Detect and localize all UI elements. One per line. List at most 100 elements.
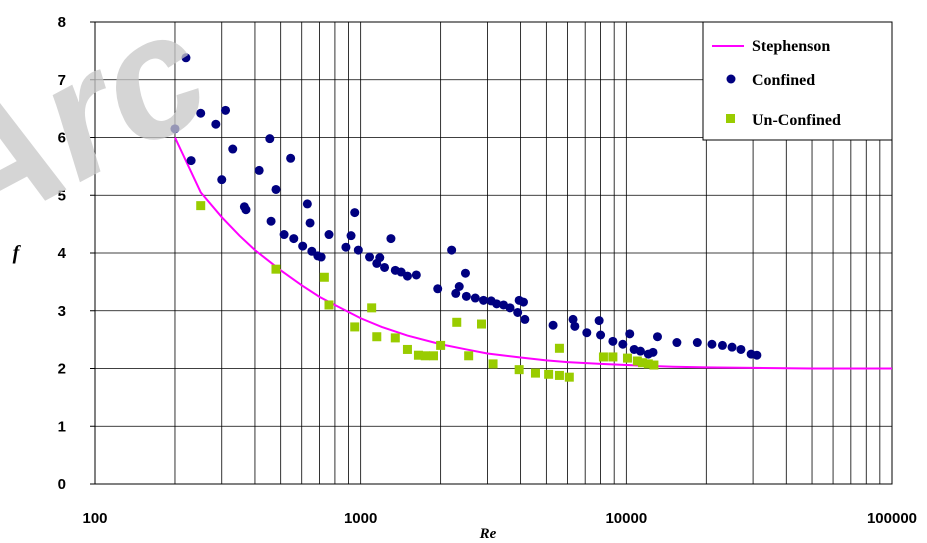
data-point-confined xyxy=(346,231,356,241)
data-point-unconfined xyxy=(622,353,632,363)
data-point-unconfined xyxy=(420,351,430,361)
data-point-unconfined xyxy=(196,201,206,211)
x-axis-title: Re xyxy=(479,526,497,542)
data-point-confined xyxy=(513,307,523,317)
data-point-unconfined xyxy=(413,350,423,360)
data-point-unconfined xyxy=(324,300,334,310)
data-point-confined xyxy=(648,347,658,357)
data-point-confined xyxy=(582,328,592,338)
data-point-unconfined xyxy=(436,340,446,350)
data-point-confined xyxy=(736,344,746,354)
data-point-confined xyxy=(324,230,334,240)
data-point-confined xyxy=(570,321,580,331)
data-point-unconfined xyxy=(554,343,564,353)
data-point-unconfined xyxy=(488,359,498,369)
data-point-confined xyxy=(433,284,443,294)
data-point-unconfined xyxy=(452,317,462,327)
data-point-confined xyxy=(594,316,604,326)
y-tick-label: 1 xyxy=(58,418,66,435)
legend-swatch-confined xyxy=(726,74,736,84)
data-point-unconfined xyxy=(608,352,618,362)
data-point-confined xyxy=(548,320,558,330)
x-tick-label: 1000 xyxy=(344,510,377,527)
data-point-unconfined xyxy=(632,356,642,366)
x-tick-label: 10000 xyxy=(605,510,647,527)
y-axis-title: f xyxy=(13,242,22,264)
x-tick-label: 100000 xyxy=(867,510,917,527)
data-point-confined xyxy=(470,293,480,303)
data-point-confined xyxy=(635,346,645,356)
data-point-confined xyxy=(353,245,363,255)
data-point-confined xyxy=(518,297,528,307)
data-point-confined xyxy=(170,124,180,134)
data-point-confined xyxy=(652,332,662,342)
legend: Stephenson Confined Un-Confined xyxy=(702,21,893,141)
data-point-unconfined xyxy=(643,359,653,369)
tick-labels: 0 1 2 3 4 5 6 7 8 100 1000 10000 100000 xyxy=(58,14,917,527)
data-point-unconfined xyxy=(402,344,412,354)
data-point-confined xyxy=(447,245,457,255)
data-point-confined xyxy=(350,208,360,218)
data-point-confined xyxy=(228,144,238,154)
data-point-unconfined xyxy=(554,370,564,380)
data-point-unconfined xyxy=(544,369,554,379)
data-point-confined xyxy=(380,262,390,272)
data-point-unconfined xyxy=(390,333,400,343)
data-point-confined xyxy=(492,299,502,309)
data-point-confined xyxy=(707,339,717,349)
data-point-confined xyxy=(375,253,385,263)
data-point-unconfined xyxy=(464,351,474,361)
data-point-confined xyxy=(289,234,299,244)
data-point-confined xyxy=(279,230,289,240)
data-point-unconfined xyxy=(372,332,382,342)
data-point-unconfined xyxy=(271,264,281,274)
data-point-confined xyxy=(186,156,196,166)
data-point-confined xyxy=(596,330,606,340)
data-point-confined xyxy=(265,134,275,144)
data-point-confined xyxy=(520,314,530,324)
data-point-unconfined xyxy=(598,352,608,362)
data-point-confined xyxy=(181,53,191,63)
data-point-confined xyxy=(460,268,470,278)
data-point-confined xyxy=(254,165,264,175)
data-point-confined xyxy=(271,184,281,194)
data-point-confined xyxy=(316,252,326,262)
data-point-confined xyxy=(608,336,618,346)
data-point-confined xyxy=(217,175,227,185)
y-tick-label: 5 xyxy=(58,187,66,204)
y-tick-label: 0 xyxy=(58,476,66,493)
data-point-confined xyxy=(241,205,251,215)
y-tick-label: 7 xyxy=(58,72,66,89)
data-point-confined xyxy=(479,295,489,305)
data-point-unconfined xyxy=(530,368,540,378)
y-tick-label: 4 xyxy=(58,245,67,262)
data-point-confined xyxy=(305,218,315,228)
data-point-confined xyxy=(411,270,421,280)
data-point-unconfined xyxy=(429,351,439,361)
legend-label-confined: Confined xyxy=(752,72,815,89)
legend-label-unconfined: Un-Confined xyxy=(752,112,841,129)
legend-swatch-unconfined xyxy=(726,114,735,123)
data-point-confined xyxy=(298,241,308,251)
data-point-unconfined xyxy=(637,358,647,368)
data-point-confined xyxy=(221,105,231,115)
data-point-confined xyxy=(505,303,515,313)
data-point-confined xyxy=(727,342,737,352)
data-point-confined xyxy=(402,271,412,281)
data-point-confined xyxy=(196,108,206,118)
y-tick-label: 3 xyxy=(58,303,66,320)
data-point-confined xyxy=(752,350,762,360)
data-point-confined xyxy=(365,252,375,262)
data-point-confined xyxy=(625,329,635,339)
data-point-confined xyxy=(386,234,396,244)
data-point-confined xyxy=(286,153,296,163)
data-point-unconfined xyxy=(367,303,377,313)
data-point-unconfined xyxy=(350,322,360,332)
data-point-unconfined xyxy=(564,372,574,382)
data-point-confined xyxy=(672,338,682,348)
data-point-confined xyxy=(211,119,221,129)
data-point-confined xyxy=(461,291,471,301)
data-point-confined xyxy=(451,288,461,298)
legend-label-stephenson: Stephenson xyxy=(752,38,830,55)
